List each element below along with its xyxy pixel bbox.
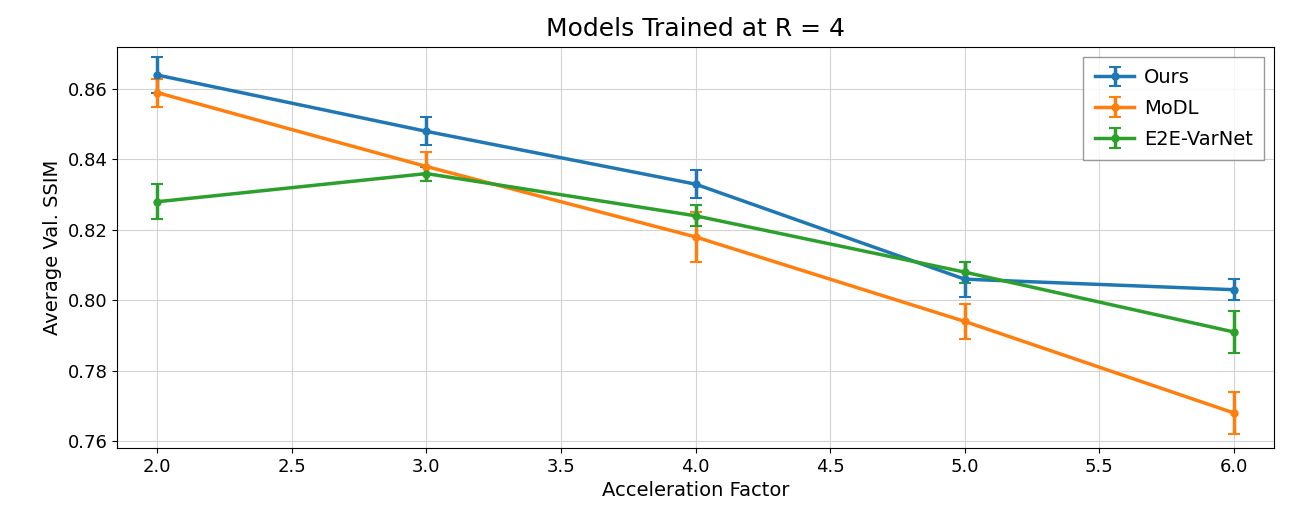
Title: Models Trained at R = 4: Models Trained at R = 4 bbox=[546, 17, 845, 41]
Legend: Ours, MoDL, E2E-VarNet: Ours, MoDL, E2E-VarNet bbox=[1083, 57, 1265, 160]
X-axis label: Acceleration Factor: Acceleration Factor bbox=[602, 481, 789, 500]
Y-axis label: Average Val. SSIM: Average Val. SSIM bbox=[43, 160, 62, 335]
